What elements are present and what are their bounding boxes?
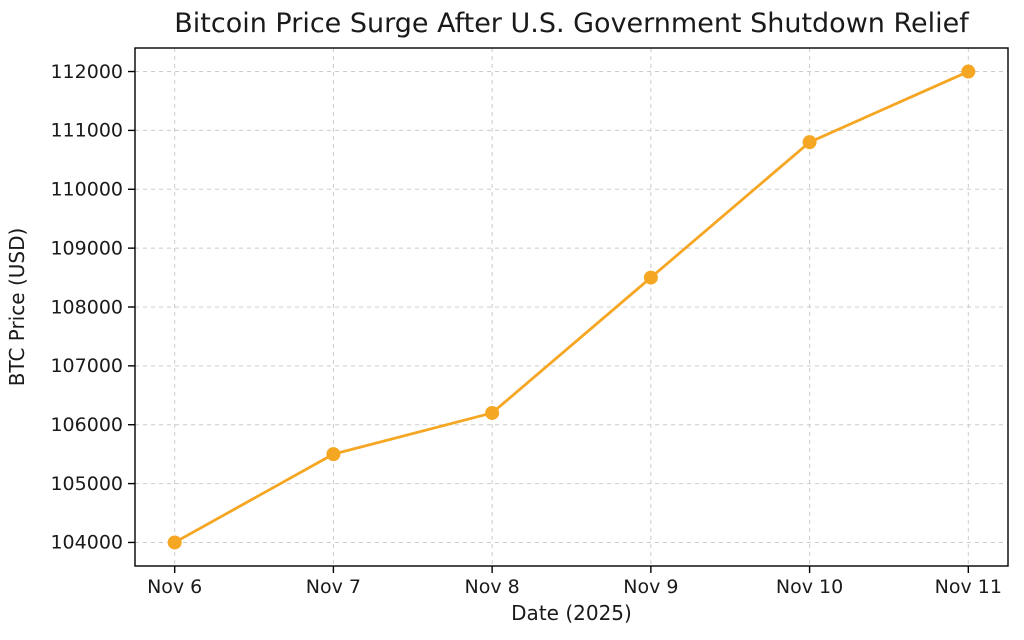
x-tick-label-1: Nov 7 xyxy=(306,576,361,598)
x-tick-label-0: Nov 6 xyxy=(147,576,202,598)
x-tick-label-2: Nov 8 xyxy=(465,576,520,598)
grid-lines xyxy=(135,48,1008,566)
data-point-nov-11 xyxy=(961,64,976,79)
y-axis: 104000 105000 106000 107000 108000 109000 1100… xyxy=(50,61,135,554)
x-tick-label-4: Nov 10 xyxy=(776,576,843,598)
y-tick-label-1: 105000 xyxy=(50,473,123,495)
data-point-nov-10 xyxy=(802,135,817,150)
x-axis-label: Date (2025) xyxy=(511,601,632,625)
chart-title: Bitcoin Price Surge After U.S. Governmen… xyxy=(174,8,970,39)
x-tick-label-5: Nov 11 xyxy=(935,576,1002,598)
data-points xyxy=(167,64,976,550)
y-tick-label-0: 104000 xyxy=(50,532,123,554)
y-tick-label-5: 109000 xyxy=(50,237,123,259)
y-tick-label-8: 112000 xyxy=(50,61,123,83)
y-tick-label-2: 106000 xyxy=(50,414,123,436)
data-point-nov-7 xyxy=(326,447,341,462)
x-axis: Nov 6 Nov 7 Nov 8 Nov 9 Nov 10 Nov 11 xyxy=(147,566,1002,598)
data-point-nov-9 xyxy=(643,270,658,285)
data-point-nov-6 xyxy=(167,535,182,550)
price-line xyxy=(173,70,970,544)
x-tick-label-3: Nov 9 xyxy=(623,576,678,598)
y-tick-label-3: 107000 xyxy=(50,355,123,377)
data-point-nov-8 xyxy=(485,405,500,420)
y-axis-label: BTC Price (USD) xyxy=(5,228,29,387)
y-tick-label-7: 111000 xyxy=(50,120,123,142)
y-tick-label-6: 110000 xyxy=(50,179,123,201)
y-tick-label-4: 108000 xyxy=(50,296,123,318)
